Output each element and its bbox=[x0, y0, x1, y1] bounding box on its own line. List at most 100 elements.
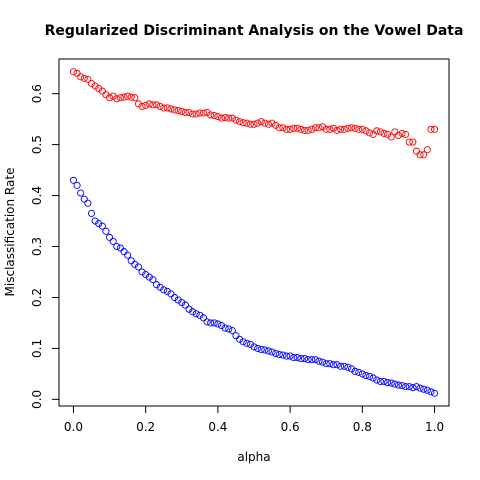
data-point bbox=[106, 233, 114, 241]
data-point bbox=[301, 355, 309, 363]
y-tick-label: 0.2 bbox=[30, 288, 44, 307]
x-tick-label: 0.4 bbox=[208, 420, 227, 434]
data-point bbox=[409, 384, 417, 392]
data-point bbox=[398, 382, 406, 390]
data-point bbox=[387, 379, 395, 387]
data-point bbox=[134, 100, 142, 108]
data-point bbox=[210, 319, 218, 327]
x-tick-label: 0.8 bbox=[353, 420, 372, 434]
data-point bbox=[250, 343, 258, 351]
data-point bbox=[203, 318, 211, 326]
data-point bbox=[232, 332, 240, 340]
data-point bbox=[257, 118, 265, 126]
data-point bbox=[91, 82, 99, 90]
data-point bbox=[156, 283, 164, 291]
data-point bbox=[207, 319, 215, 327]
data-point bbox=[344, 124, 352, 132]
data-point bbox=[261, 346, 269, 354]
data-point bbox=[420, 151, 428, 159]
data-point bbox=[174, 296, 182, 304]
data-point bbox=[203, 108, 211, 117]
data-point bbox=[73, 69, 81, 77]
data-point bbox=[127, 93, 135, 101]
data-point bbox=[362, 127, 370, 135]
data-point bbox=[333, 126, 341, 134]
data-point bbox=[243, 339, 251, 347]
data-point bbox=[178, 299, 186, 307]
data-point bbox=[131, 260, 139, 268]
data-point bbox=[116, 244, 124, 252]
data-point bbox=[423, 146, 431, 154]
data-point bbox=[347, 124, 356, 132]
data-point bbox=[192, 110, 200, 118]
data-point bbox=[337, 125, 345, 133]
data-point bbox=[394, 381, 402, 389]
data-point bbox=[355, 368, 363, 376]
plot-frame bbox=[58, 58, 450, 407]
data-point bbox=[228, 114, 236, 122]
data-point bbox=[160, 286, 168, 294]
data-point bbox=[420, 385, 428, 393]
data-point bbox=[95, 220, 103, 228]
x-tick-label: 0.0 bbox=[64, 420, 83, 434]
data-point bbox=[254, 344, 262, 352]
data-point bbox=[355, 125, 363, 133]
data-point bbox=[431, 125, 439, 133]
data-point bbox=[391, 380, 399, 388]
data-point bbox=[347, 365, 356, 373]
data-point bbox=[275, 124, 283, 132]
data-point bbox=[391, 128, 399, 136]
data-point bbox=[286, 352, 294, 360]
data-point bbox=[315, 124, 323, 132]
data-point bbox=[412, 383, 421, 391]
data-point bbox=[228, 327, 236, 335]
data-point bbox=[84, 75, 92, 83]
data-point bbox=[131, 94, 139, 102]
data-point bbox=[239, 338, 247, 346]
x-tick-label: 0.2 bbox=[136, 420, 155, 434]
data-point bbox=[340, 125, 348, 133]
data-point bbox=[69, 176, 77, 184]
series-red bbox=[69, 68, 439, 159]
data-point bbox=[394, 131, 402, 139]
data-point bbox=[109, 237, 117, 245]
data-point bbox=[138, 268, 146, 276]
data-point bbox=[268, 119, 276, 127]
data-point bbox=[366, 372, 374, 380]
data-point bbox=[322, 360, 330, 368]
data-point bbox=[286, 125, 294, 133]
data-point bbox=[384, 379, 392, 387]
data-point bbox=[98, 222, 106, 230]
data-point bbox=[369, 374, 377, 382]
data-point bbox=[236, 335, 244, 343]
data-point bbox=[412, 147, 421, 155]
data-point bbox=[308, 356, 316, 364]
data-point bbox=[376, 128, 384, 136]
data-point bbox=[326, 360, 334, 368]
data-point bbox=[268, 348, 276, 356]
data-point bbox=[225, 325, 233, 333]
data-point bbox=[340, 362, 348, 370]
data-point bbox=[427, 388, 435, 396]
data-point bbox=[333, 361, 341, 369]
data-point bbox=[362, 371, 370, 379]
data-point bbox=[152, 101, 161, 109]
data-point bbox=[311, 124, 319, 132]
data-point bbox=[322, 125, 330, 133]
data-point bbox=[192, 310, 200, 318]
data-point bbox=[138, 102, 146, 110]
data-point bbox=[264, 347, 272, 355]
data-point bbox=[337, 362, 345, 370]
data-point bbox=[301, 126, 309, 134]
data-point bbox=[84, 199, 92, 207]
y-axis-label: Misclassification Rate bbox=[3, 168, 17, 297]
series-blue bbox=[69, 176, 439, 397]
data-point bbox=[402, 383, 410, 391]
data-point bbox=[279, 124, 287, 132]
data-point bbox=[257, 345, 265, 353]
y-tick-label: 0.3 bbox=[30, 237, 44, 256]
data-point bbox=[167, 105, 175, 113]
data-point bbox=[210, 112, 218, 120]
data-point bbox=[80, 74, 88, 82]
data-point bbox=[358, 370, 366, 378]
